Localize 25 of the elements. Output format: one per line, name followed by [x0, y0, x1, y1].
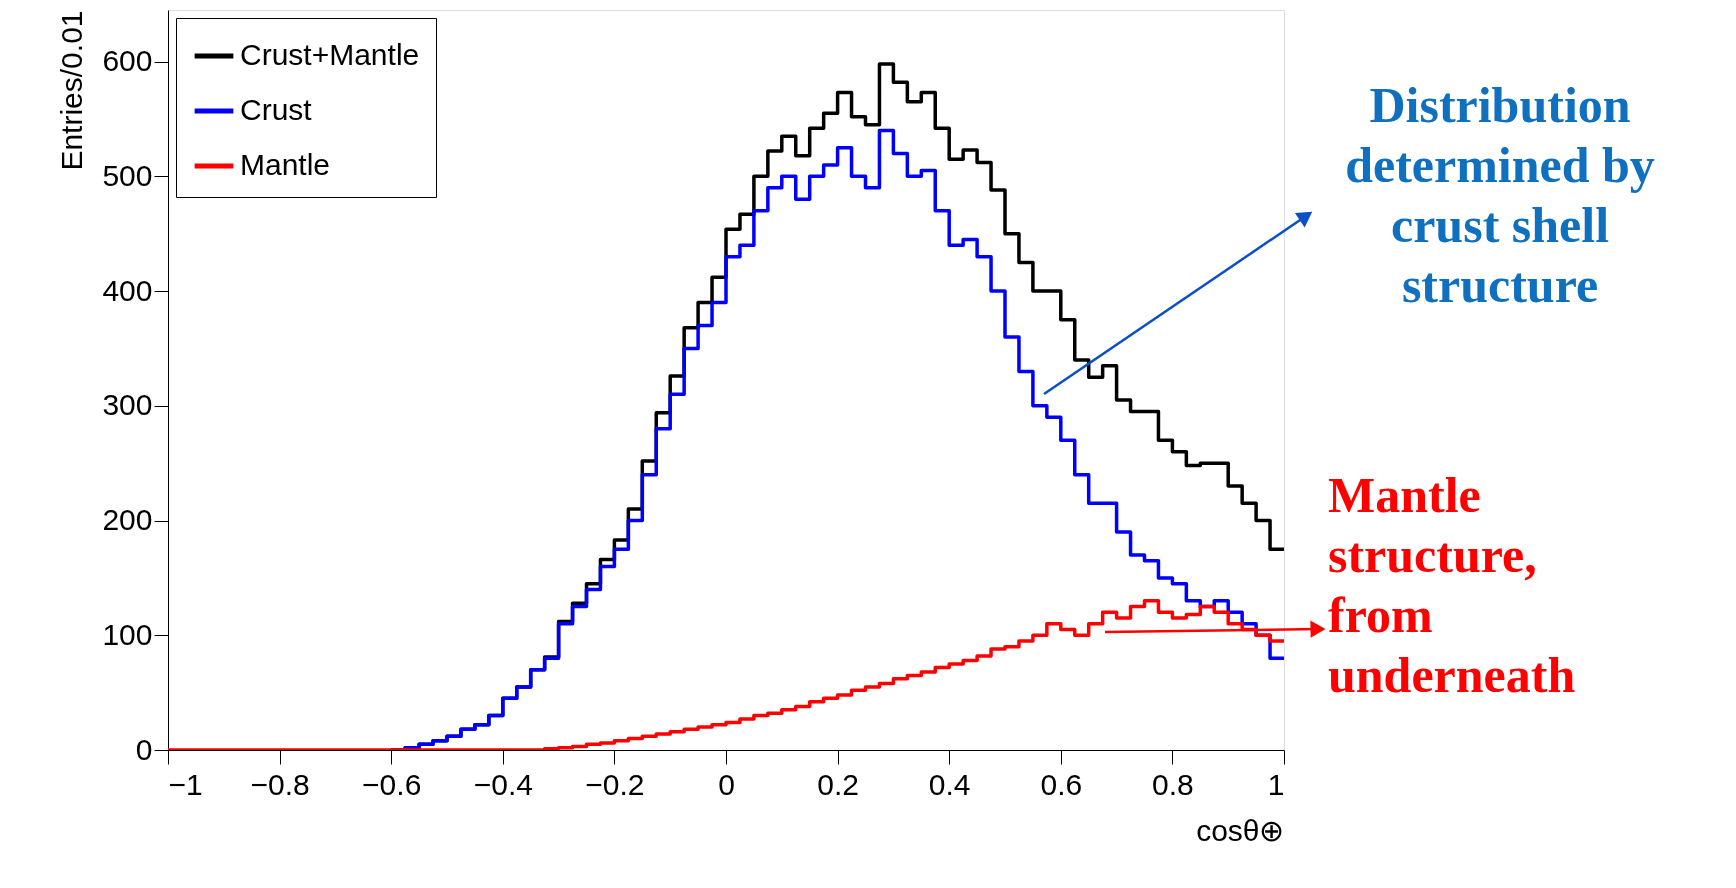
- y-tick-label: 0: [135, 732, 153, 766]
- y-tick-label: 100: [102, 617, 153, 651]
- text: Mantle structure, from underneath: [1328, 467, 1576, 703]
- y-tick-label: 300: [102, 388, 153, 422]
- x-axis-title: cosθ⊕: [1196, 813, 1285, 847]
- x-tick-label: 0.8: [1152, 767, 1194, 801]
- y-tick-label: 200: [102, 503, 153, 537]
- x-tick-label: 0.2: [817, 767, 859, 801]
- legend-label: Crust+Mantle: [240, 38, 420, 71]
- x-tick-label: −0.2: [585, 767, 645, 801]
- y-axis-title: Entries/0.01: [55, 10, 89, 171]
- y-tick-label: 500: [102, 158, 153, 192]
- legend-label: Crust: [240, 93, 313, 126]
- legend-label: Mantle: [240, 148, 331, 181]
- x-tick-label: −0.8: [250, 767, 310, 801]
- x-tick-label: 0.4: [928, 767, 971, 801]
- x-tick-label: −0.4: [473, 767, 533, 801]
- x-tick-label: 0: [718, 767, 735, 801]
- x-tick-label: −1: [168, 767, 203, 801]
- x-tick-label: −0.6: [362, 767, 422, 801]
- text: Distribution determined by crust shell structure: [1345, 77, 1655, 313]
- y-tick-label: 600: [102, 44, 153, 78]
- y-tick-label: 400: [102, 273, 153, 307]
- x-tick-label: 1: [1267, 767, 1285, 801]
- x-tick-label: 0.6: [1040, 767, 1083, 801]
